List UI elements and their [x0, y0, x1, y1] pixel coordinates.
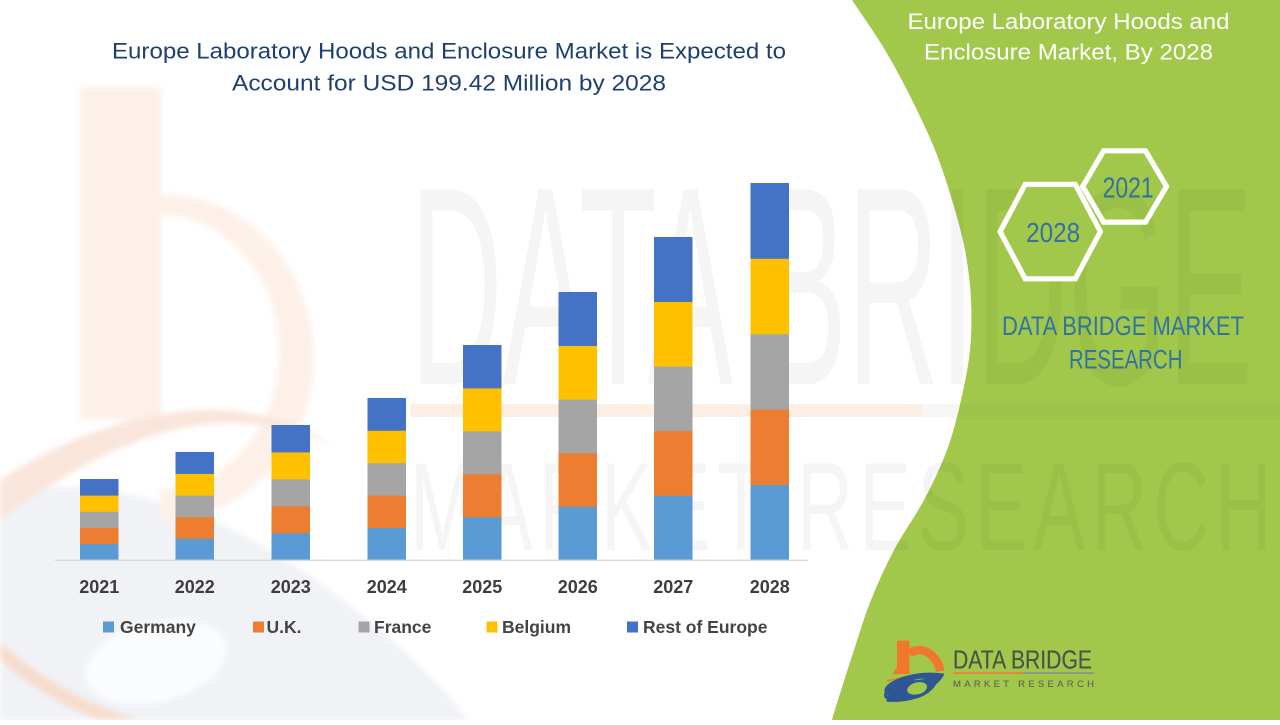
svg-text:DATA BRIDGE MARKET: DATA BRIDGE MARKET — [1002, 311, 1244, 341]
svg-text:2028: 2028 — [750, 577, 790, 597]
svg-text:Europe Laboratory Hoods and En: Europe Laboratory Hoods and Enclosure Ma… — [112, 39, 786, 64]
svg-text:2028: 2028 — [1026, 217, 1080, 248]
svg-text:DATA BRIDGE: DATA BRIDGE — [953, 645, 1092, 675]
svg-text:DATA BRIDGE: DATA BRIDGE — [953, 645, 1092, 675]
svg-text:2022: 2022 — [175, 577, 215, 597]
svg-text:Rest of Europe: Rest of Europe — [643, 617, 768, 637]
svg-text:RESEARCH: RESEARCH — [1069, 344, 1183, 374]
svg-text:Germany: Germany — [120, 617, 196, 637]
svg-text:2027: 2027 — [653, 577, 693, 597]
svg-text:Europe Laboratory Hoods and: Europe Laboratory Hoods and — [908, 9, 1230, 34]
svg-text:2026: 2026 — [558, 577, 598, 597]
svg-text:U.K.: U.K. — [267, 617, 302, 637]
svg-text:Enclosure Market, By 2028: Enclosure Market, By 2028 — [924, 40, 1213, 65]
svg-text:Belgium: Belgium — [502, 617, 571, 637]
svg-text:Account for USD 199.42 Million: Account for USD 199.42 Million by 2028 — [232, 71, 666, 96]
svg-text:2025: 2025 — [462, 577, 502, 597]
svg-text:2023: 2023 — [271, 577, 311, 597]
svg-text:2021: 2021 — [79, 577, 119, 597]
svg-text:MARKET RESEARCH: MARKET RESEARCH — [953, 679, 1094, 690]
svg-text:MARKET RESEARCH: MARKET RESEARCH — [953, 679, 1094, 690]
svg-text:2021: 2021 — [1103, 172, 1154, 204]
svg-text:France: France — [374, 617, 432, 637]
svg-text:2024: 2024 — [367, 577, 407, 597]
